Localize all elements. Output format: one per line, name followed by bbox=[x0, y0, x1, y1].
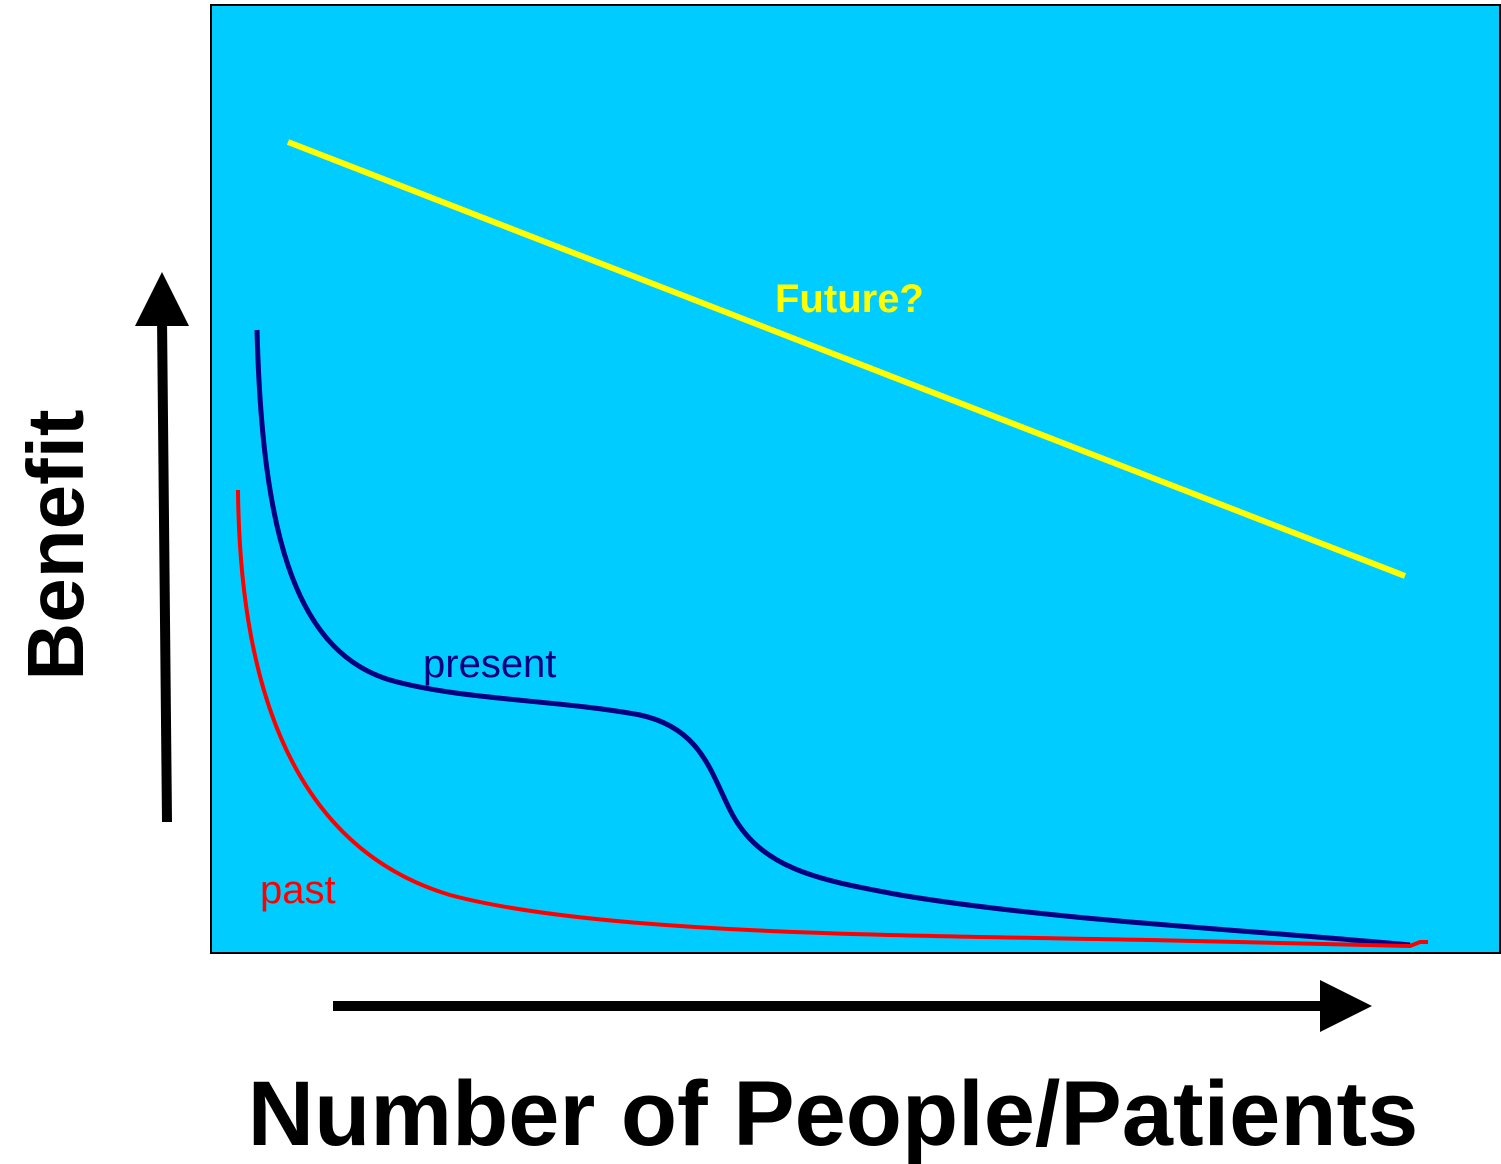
curve-label: present bbox=[423, 642, 556, 686]
present-curve bbox=[254, 329, 1411, 948]
y-axis-label: Benefit bbox=[11, 409, 100, 680]
curve-label: past bbox=[260, 868, 336, 912]
y-arrow-shaft bbox=[157, 317, 172, 823]
plot-area bbox=[210, 4, 1501, 954]
future-line bbox=[286, 139, 1407, 579]
y-arrow-head bbox=[135, 272, 189, 326]
past-curve bbox=[236, 489, 1428, 949]
curve-label: Future? bbox=[775, 277, 924, 321]
x-arrow-head bbox=[1320, 980, 1372, 1032]
x-axis-label: Number of People/Patients bbox=[248, 1063, 1419, 1164]
